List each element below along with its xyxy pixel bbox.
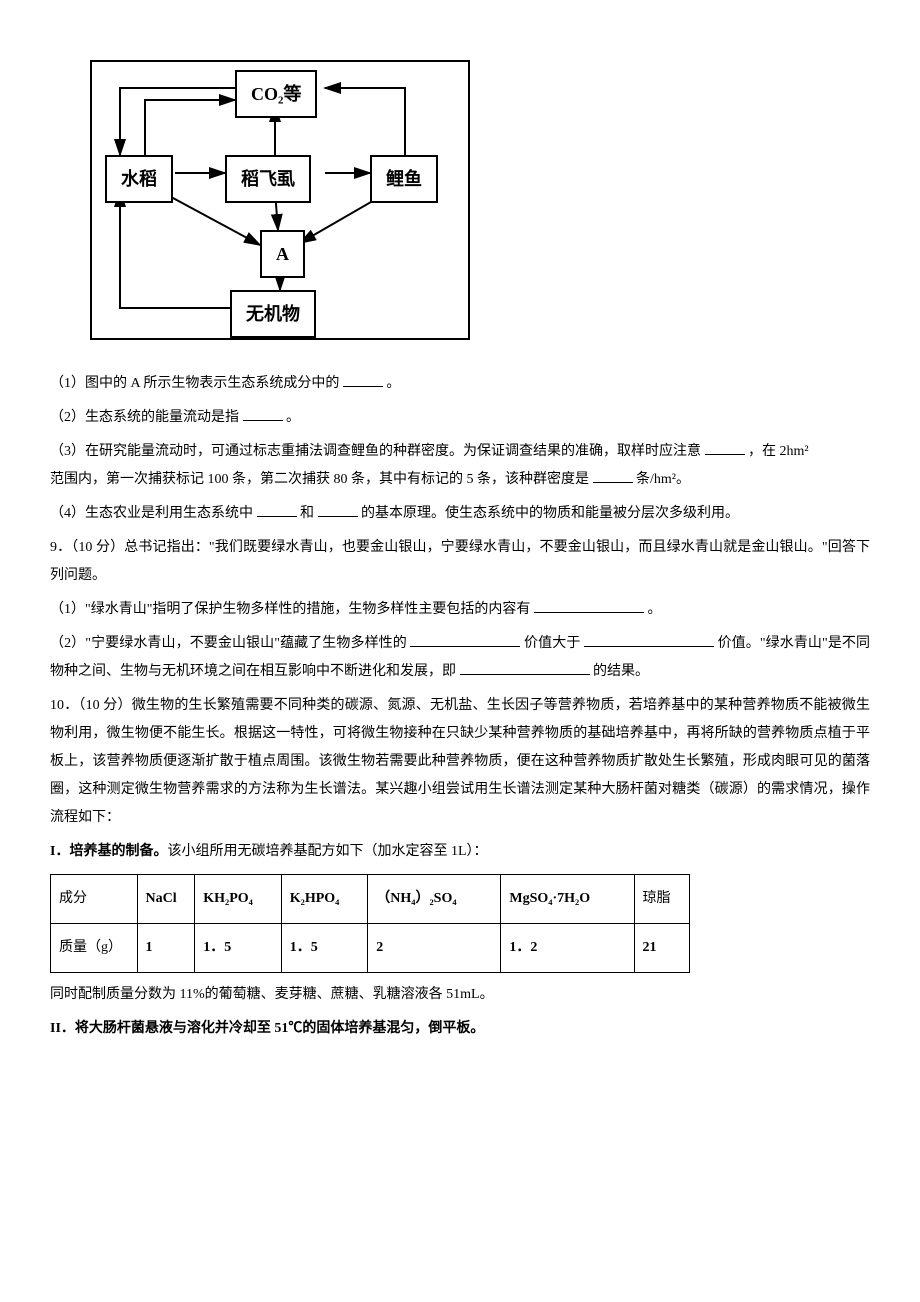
td-0-6: 21 bbox=[634, 924, 689, 973]
q4-text-c: 的基本原理。使生态系统中的物质和能量被分层次多级利用。 bbox=[361, 506, 739, 521]
question-9-sub2: （2）"宁要绿水青山，不要金山银山"蕴藏了生物多样性的 价值大于 价值。"绿水青… bbox=[50, 630, 870, 686]
node-inorganic: 无机物 bbox=[230, 290, 316, 338]
q3-text-d: 条/hm²。 bbox=[636, 472, 690, 487]
q9-1-text-b: 。 bbox=[647, 602, 661, 617]
th-3: K₂HPO₄ bbox=[281, 875, 368, 924]
question-9-sub1: （1）"绿水青山"指明了保护生物多样性的措施，生物多样性主要包括的内容有 。 bbox=[50, 596, 870, 624]
q9-2-text-d: 的结果。 bbox=[593, 664, 649, 679]
section-I-lead: I．培养基的制备。 bbox=[50, 844, 167, 859]
td-0-3: 1．5 bbox=[281, 924, 368, 973]
q9-2-blank-3 bbox=[460, 661, 590, 675]
td-0-0: 质量（g） bbox=[51, 924, 138, 973]
th-5: MgSO₄·7H₂O bbox=[501, 875, 634, 924]
q2-blank bbox=[243, 407, 283, 421]
q9-1-text-a: （1）"绿水青山"指明了保护生物多样性的措施，生物多样性主要包括的内容有 bbox=[50, 602, 530, 617]
q3-text-b: ，在 2hm² bbox=[748, 444, 809, 459]
section-I: I．培养基的制备。该小组所用无碳培养基配方如下（加水定容至 1L）： bbox=[50, 838, 870, 866]
ecosystem-diagram: CO₂等 水稻 稻飞虱 鲤鱼 A 无机物 bbox=[90, 60, 470, 340]
q1-text-b: 。 bbox=[386, 376, 400, 391]
td-0-5: 1．2 bbox=[501, 924, 634, 973]
q9-2-text-a: （2）"宁要绿水青山，不要金山银山"蕴藏了生物多样性的 bbox=[50, 636, 407, 651]
th-0: 成分 bbox=[51, 875, 138, 924]
medium-table: 成分 NaCl KH₂PO₄ K₂HPO₄ （NH₄）₂SO₄ MgSO₄·7H… bbox=[50, 874, 690, 973]
td-0-4: 2 bbox=[368, 924, 501, 973]
q9-2-text-b: 价值大于 bbox=[524, 636, 580, 651]
after-table-text: 同时配制质量分数为 11%的葡萄糖、麦芽糖、蔗糖、乳糖溶液各 51mL。 bbox=[50, 981, 870, 1009]
td-0-1: 1 bbox=[137, 924, 195, 973]
q3-blank-2 bbox=[593, 469, 633, 483]
q4-blank-1 bbox=[257, 503, 297, 517]
th-2: KH₂PO₄ bbox=[195, 875, 282, 924]
question-4: （4）生态农业是利用生态系统中 和 的基本原理。使生态系统中的物质和能量被分层次… bbox=[50, 500, 870, 528]
th-6: 琼脂 bbox=[634, 875, 689, 924]
q9-1-blank bbox=[534, 599, 644, 613]
table-header-row: 成分 NaCl KH₂PO₄ K₂HPO₄ （NH₄）₂SO₄ MgSO₄·7H… bbox=[51, 875, 690, 924]
table-row: 质量（g） 1 1．5 1．5 2 1．2 21 bbox=[51, 924, 690, 973]
td-0-2: 1．5 bbox=[195, 924, 282, 973]
section-I-body: 该小组所用无碳培养基配方如下（加水定容至 1L）： bbox=[167, 844, 487, 859]
q3-text-a: （3）在研究能量流动时，可通过标志重捕法调查鲤鱼的种群密度。为保证调查结果的准确… bbox=[50, 444, 701, 459]
q4-text-b: 和 bbox=[300, 506, 314, 521]
question-1: （1）图中的 A 所示生物表示生态系统成分中的 。 bbox=[50, 370, 870, 398]
q9-2-blank-1 bbox=[410, 633, 520, 647]
q2-text-a: （2）生态系统的能量流动是指 bbox=[50, 410, 239, 425]
th-1: NaCl bbox=[137, 875, 195, 924]
node-a: A bbox=[260, 230, 305, 278]
question-10-stem: 10．（10 分）微生物的生长繁殖需要不同种类的碳源、氮源、无机盐、生长因子等营… bbox=[50, 692, 870, 832]
ecosystem-diagram-container: CO₂等 水稻 稻飞虱 鲤鱼 A 无机物 bbox=[50, 40, 870, 370]
q4-text-a: （4）生态农业是利用生态系统中 bbox=[50, 506, 253, 521]
q1-text-a: （1）图中的 A 所示生物表示生态系统成分中的 bbox=[50, 376, 339, 391]
q2-text-b: 。 bbox=[286, 410, 300, 425]
node-feishi: 稻飞虱 bbox=[225, 155, 311, 203]
q9-2-blank-2 bbox=[584, 633, 714, 647]
node-co2: CO₂等 bbox=[235, 70, 317, 118]
question-2: （2）生态系统的能量流动是指 。 bbox=[50, 404, 870, 432]
section-II: II．将大肠杆菌悬液与溶化并冷却至 51℃的固体培养基混匀，倒平板。 bbox=[50, 1015, 870, 1043]
th-4: （NH₄）₂SO₄ bbox=[368, 875, 501, 924]
question-9-stem: 9．（10 分）总书记指出："我们既要绿水青山，也要金山银山，宁要绿水青山，不要… bbox=[50, 534, 870, 590]
question-3: （3）在研究能量流动时，可通过标志重捕法调查鲤鱼的种群密度。为保证调查结果的准确… bbox=[50, 438, 870, 494]
q1-blank bbox=[343, 373, 383, 387]
q3-text-c: 范围内，第一次捕获标记 100 条，第二次捕获 80 条，其中有标记的 5 条，… bbox=[50, 472, 589, 487]
q4-blank-2 bbox=[318, 503, 358, 517]
q3-blank-1 bbox=[705, 441, 745, 455]
node-carp: 鲤鱼 bbox=[370, 155, 438, 203]
node-rice: 水稻 bbox=[105, 155, 173, 203]
